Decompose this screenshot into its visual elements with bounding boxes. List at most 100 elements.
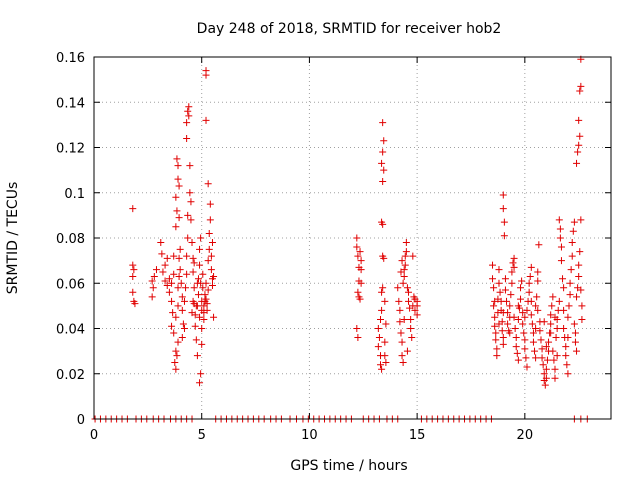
data-point <box>353 234 361 242</box>
data-point <box>568 239 576 247</box>
data-point <box>188 239 196 247</box>
data-point <box>129 272 137 280</box>
data-point <box>491 313 499 321</box>
data-point <box>129 261 137 269</box>
data-point <box>354 288 362 296</box>
data-point <box>499 340 507 348</box>
data-point <box>569 227 577 235</box>
data-point <box>501 275 509 283</box>
data-point <box>381 338 389 346</box>
data-point <box>570 218 578 226</box>
data-point <box>131 300 139 308</box>
data-point <box>194 291 202 299</box>
data-point <box>500 218 508 226</box>
data-point <box>190 284 198 292</box>
data-point <box>183 252 191 260</box>
data-point <box>407 315 415 323</box>
data-point <box>532 325 540 332</box>
data-point <box>575 116 583 124</box>
data-point <box>356 295 364 303</box>
data-point <box>356 248 364 256</box>
data-point <box>190 259 198 267</box>
data-point <box>549 347 557 355</box>
data-point <box>194 275 202 283</box>
data-point <box>157 239 165 247</box>
data-point <box>168 297 176 305</box>
data-point <box>556 225 564 233</box>
data-point <box>129 288 137 296</box>
data-point <box>189 297 197 305</box>
data-point <box>566 279 574 287</box>
data-point <box>573 347 581 355</box>
data-point <box>196 313 204 321</box>
data-point <box>577 82 585 90</box>
y-tick-label: 0 <box>77 413 85 428</box>
data-point <box>545 338 553 346</box>
data-point <box>185 112 193 120</box>
data-point <box>413 311 421 319</box>
data-point <box>377 361 385 369</box>
data-point <box>379 177 387 185</box>
data-point <box>378 306 386 314</box>
data-point <box>208 239 216 247</box>
data-point <box>173 352 181 360</box>
data-point <box>148 293 156 301</box>
data-point <box>378 365 386 373</box>
data-point <box>173 207 181 215</box>
y-axis-label: SRMTID / TECUs <box>5 182 21 295</box>
data-point <box>503 297 511 305</box>
data-point <box>551 365 559 373</box>
data-point <box>575 272 583 280</box>
data-point <box>551 313 559 321</box>
data-point <box>196 379 204 387</box>
data-point <box>576 87 584 95</box>
data-point <box>177 279 185 287</box>
data-point <box>499 334 507 342</box>
data-point <box>507 291 515 299</box>
data-point <box>129 205 137 213</box>
data-point <box>378 218 386 226</box>
data-point <box>150 272 158 280</box>
data-point <box>512 334 520 342</box>
data-point <box>557 257 565 265</box>
data-point <box>408 334 416 342</box>
data-point <box>555 297 563 305</box>
data-point <box>534 277 542 285</box>
data-point <box>548 302 556 310</box>
data-point <box>210 313 218 321</box>
data-point <box>174 284 182 292</box>
data-point <box>553 352 561 360</box>
data-point <box>374 343 382 351</box>
data-point <box>198 325 206 332</box>
data-point <box>538 345 546 353</box>
data-point <box>490 302 498 310</box>
data-point <box>174 302 182 310</box>
data-point <box>403 284 411 292</box>
data-point <box>562 352 570 360</box>
data-point <box>187 198 195 206</box>
data-point <box>357 257 365 265</box>
data-point <box>536 327 544 335</box>
data-point <box>183 119 191 127</box>
data-point <box>577 216 585 224</box>
data-point <box>400 315 408 323</box>
data-point <box>559 275 567 283</box>
data-point <box>187 216 195 224</box>
data-point <box>182 284 190 292</box>
data-point <box>357 279 365 287</box>
data-point <box>532 354 540 362</box>
data-point <box>202 71 210 79</box>
data-point <box>551 374 559 382</box>
data-point <box>564 370 572 378</box>
data-point <box>547 329 555 337</box>
data-point <box>521 345 529 353</box>
data-point <box>489 261 497 269</box>
data-point <box>402 239 410 247</box>
data-point <box>193 352 201 360</box>
data-point <box>380 254 388 262</box>
data-point <box>541 381 549 389</box>
data-point <box>158 250 166 258</box>
data-point <box>399 358 407 366</box>
data-point <box>379 284 387 292</box>
